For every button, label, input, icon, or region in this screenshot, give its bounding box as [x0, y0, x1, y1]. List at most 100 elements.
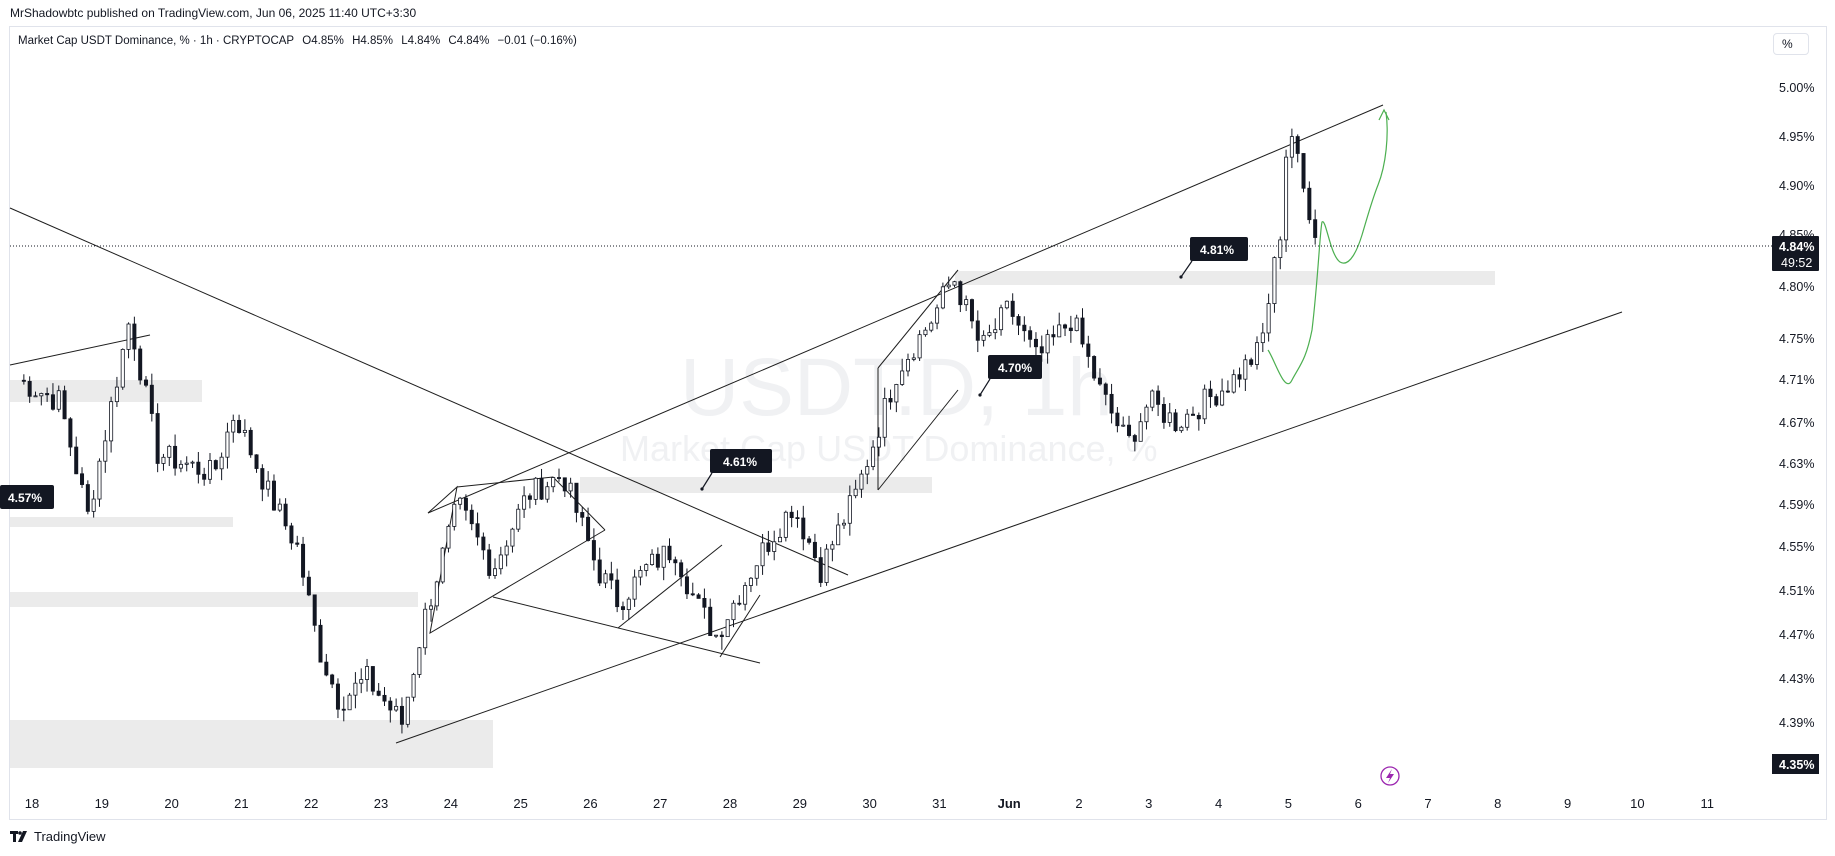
candle-body — [45, 393, 50, 396]
candle-body — [1231, 374, 1236, 393]
x-axis[interactable]: 18 19 20 21 22 23 24 25 26 27 28 29 30 31 Jun 2 3 4 5 6 7 8 9 1… — [25, 796, 1714, 811]
candle-body — [766, 542, 771, 552]
candle-body — [1167, 412, 1172, 423]
candle-body — [981, 334, 986, 341]
candle-body — [929, 322, 934, 331]
candle-body — [330, 674, 335, 685]
candle-body — [126, 323, 131, 350]
candle-body — [1272, 257, 1277, 304]
y-axis[interactable]: 4.85%5.00%4.95%4.90%4.80%4.75%4.71%4.67%… — [1779, 81, 1814, 730]
percent-scale-button[interactable]: % — [1773, 33, 1809, 55]
candle-body — [888, 398, 893, 403]
candle-body — [644, 564, 649, 571]
candle-body — [493, 568, 498, 576]
x-tick-label: 30 — [862, 796, 876, 811]
candle-body — [1179, 426, 1184, 432]
y-tick-label: 4.39% — [1779, 716, 1814, 730]
x-tick-label: 25 — [513, 796, 527, 811]
annotation-4-57[interactable]: 4.57% — [0, 485, 54, 509]
tradingview-logo-icon — [10, 830, 27, 842]
candle-body — [202, 473, 207, 480]
candle-body — [335, 683, 340, 710]
candle-body — [993, 329, 998, 334]
candle-body — [638, 570, 643, 578]
annotation-4-61[interactable]: 4.61% — [700, 449, 772, 491]
candle-body — [684, 576, 689, 595]
current-price-value: 4.84% — [1779, 240, 1814, 254]
candle-body — [1266, 303, 1271, 334]
candle-body — [266, 480, 271, 490]
x-tick-label: 2 — [1075, 796, 1082, 811]
open-value: O4.85% — [302, 35, 344, 47]
candle-body — [1068, 327, 1073, 332]
candle-body — [1103, 383, 1108, 395]
candle-body — [527, 495, 532, 500]
zone-rect — [10, 380, 202, 402]
candle-body — [475, 523, 480, 538]
trendlines[interactable] — [9, 104, 1623, 744]
chart-frame — [9, 26, 1827, 820]
candle-body — [900, 370, 905, 385]
y-tick-label: 4.51% — [1779, 584, 1814, 598]
candle-body — [271, 480, 276, 511]
x-tick-label: 6 — [1355, 796, 1362, 811]
candle-body — [964, 299, 969, 306]
candle-body — [207, 460, 212, 480]
tradingview-brand[interactable]: TradingView — [10, 829, 106, 844]
symbol-name[interactable]: Market Cap USDT Dominance, % · 1h · CRYP… — [18, 35, 295, 47]
y-tick-label: 4.75% — [1779, 332, 1814, 346]
candle-body — [516, 508, 521, 530]
candle-body — [429, 605, 434, 610]
candle-body — [551, 477, 556, 488]
annotation-4-57-text: 4.57% — [8, 491, 42, 505]
candle-body — [399, 705, 404, 725]
candle-body — [306, 576, 311, 596]
candle-body — [1127, 424, 1132, 436]
candle-body — [1313, 219, 1318, 238]
candle-body — [1028, 330, 1033, 340]
candle-body — [661, 545, 666, 568]
candle-body — [155, 413, 160, 464]
x-tick-label: 7 — [1424, 796, 1431, 811]
candle-body — [1033, 338, 1038, 348]
candle-body — [97, 460, 102, 500]
candle-body — [1074, 317, 1079, 332]
brand-name: TradingView — [34, 829, 106, 844]
candle-body — [411, 674, 416, 698]
candle-body — [789, 511, 794, 519]
x-tick-label: 28 — [723, 796, 737, 811]
candle-body — [987, 332, 992, 336]
candle-body — [958, 281, 963, 306]
lower-channel-line — [395, 311, 1623, 744]
candle-body — [178, 463, 183, 469]
candle-body — [103, 440, 108, 462]
candle-body — [446, 525, 451, 549]
candle-body — [161, 456, 166, 464]
candle-body — [1080, 317, 1085, 345]
candle-body — [894, 384, 899, 403]
annotation-4-81[interactable]: 4.81% — [1179, 237, 1248, 279]
flag-lower — [877, 389, 959, 491]
candle-body — [248, 429, 253, 456]
candle-body — [120, 349, 125, 388]
candle-body — [388, 700, 393, 711]
candle-body — [39, 393, 44, 397]
y-tick-label: 4.43% — [1779, 672, 1814, 686]
candle-body — [632, 576, 637, 600]
candle-body — [1109, 393, 1114, 414]
candle-body — [1144, 406, 1149, 423]
candle-body — [114, 386, 119, 403]
candle-body — [824, 548, 829, 583]
x-tick-label: 23 — [374, 796, 388, 811]
candle-body — [626, 598, 631, 610]
annotation-4-70[interactable]: 4.70% — [978, 355, 1042, 397]
candle-body — [394, 705, 399, 711]
y-tick-label: 4.80% — [1779, 280, 1814, 294]
candle-body — [1307, 187, 1312, 221]
candle-body — [295, 542, 300, 545]
lightning-icon[interactable] — [1380, 766, 1400, 786]
projection-path[interactable] — [1267, 111, 1388, 385]
candle-body — [1243, 359, 1248, 380]
candle-body — [760, 542, 765, 567]
